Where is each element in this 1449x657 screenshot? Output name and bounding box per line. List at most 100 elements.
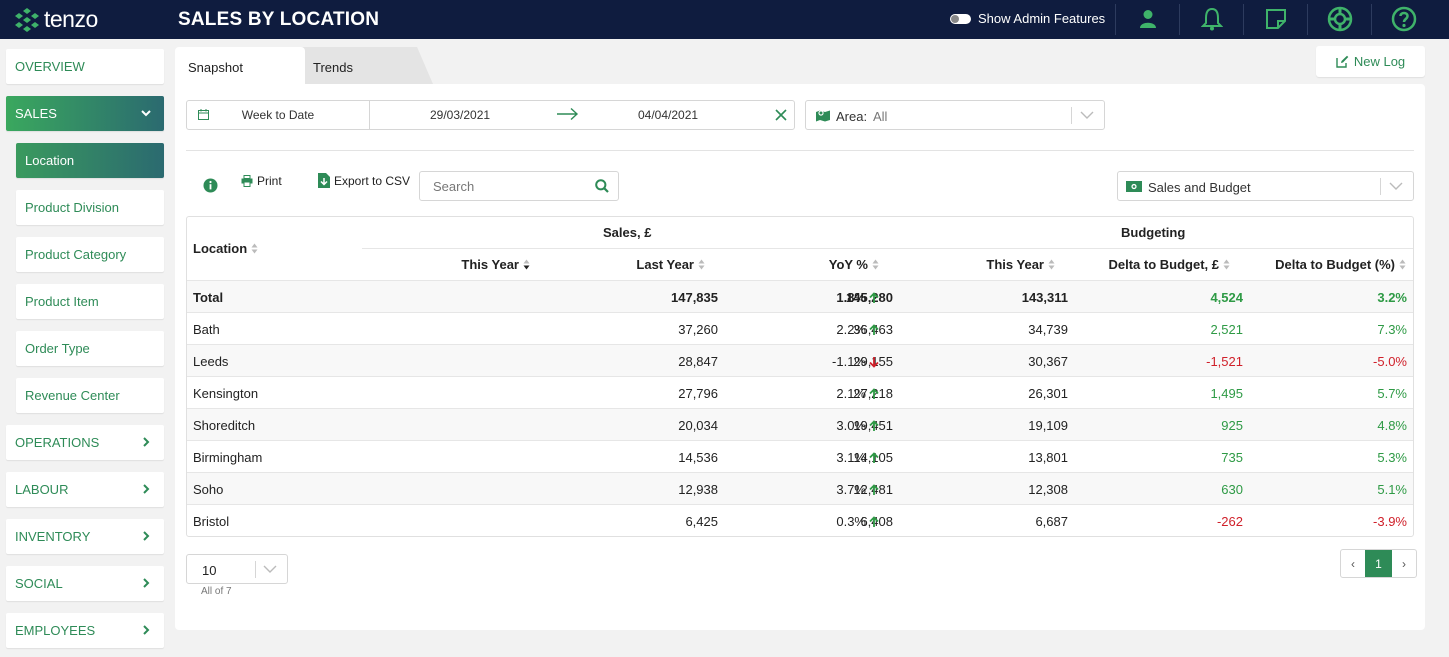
print-label: Print [257, 174, 282, 188]
sidebar-subitem-product-category[interactable]: Product Category [16, 237, 164, 272]
sidebar-subitem-product-item[interactable]: Product Item [16, 284, 164, 319]
arrow-up-icon [869, 451, 879, 463]
new-log-button[interactable]: New Log [1316, 46, 1425, 77]
column-header-delta-budget-pct[interactable]: Delta to Budget (%) [1275, 257, 1406, 272]
top-bar: tenzo SALES BY LOCATION Show Admin Featu… [0, 0, 1449, 39]
tab-snapshot[interactable]: Snapshot [175, 47, 305, 84]
table-row[interactable]: Soho 12,938 12,481 12,308 630 5.1% 3.7% [187, 472, 1413, 504]
table-row[interactable]: Birmingham 14,536 14,105 13,801 735 5.3% 3.1% [187, 440, 1413, 472]
sidebar-item-label: OVERVIEW [15, 59, 85, 74]
table-row[interactable]: Leeds 28,847 29,155 30,367 -1,521 -5.0% -1.1% [187, 344, 1413, 376]
sidebar-item-overview[interactable]: OVERVIEW [6, 49, 164, 84]
help-icon[interactable] [1389, 4, 1419, 34]
cell-location: Bath [193, 322, 220, 337]
cell-location: Bristol [193, 514, 230, 529]
tab-trends[interactable]: Trends [300, 47, 433, 84]
cell-yoy: 1.8% [836, 290, 879, 305]
view-select[interactable]: Sales and Budget [1117, 171, 1414, 201]
cell-this-year: 147,835 [671, 290, 718, 305]
prev-page-button[interactable]: ‹ [1351, 556, 1355, 571]
date-range-picker[interactable]: Week to Date 29/03/2021 04/04/2021 [186, 100, 795, 130]
table-row[interactable]: Bath 37,260 36,463 34,739 2,521 7.3% 2.2% [187, 312, 1413, 344]
info-icon[interactable] [203, 178, 218, 193]
cell-last-year: 6,408 [860, 514, 893, 529]
date-preset-select[interactable]: Week to Date [187, 101, 370, 129]
cell-location: Total [193, 290, 224, 305]
page-size-select[interactable]: 10 [186, 554, 288, 584]
sidebar-item-labour[interactable]: LABOUR [6, 472, 164, 507]
arrow-up-icon [869, 419, 879, 431]
search-input[interactable] [433, 179, 583, 194]
sales-table: Location Sales, £ Budgeting This Year La… [186, 216, 1414, 537]
chevron-right-icon [143, 484, 150, 494]
arrow-down-icon [869, 356, 879, 368]
pagination: ‹ 1 › [1340, 549, 1417, 578]
cell-location: Kensington [193, 386, 259, 401]
column-header-last-year[interactable]: Last Year [636, 257, 705, 272]
logo[interactable]: tenzo [14, 6, 98, 33]
next-page-button[interactable]: › [1402, 556, 1406, 571]
toggle-switch[interactable] [950, 13, 971, 24]
sidebar-item-employees[interactable]: EMPLOYEES [6, 613, 164, 648]
view-select-label: Sales and Budget [1148, 180, 1251, 195]
sidebar-item-label: Revenue Center [25, 388, 120, 403]
sidebar-subitem-revenue-center[interactable]: Revenue Center [16, 378, 164, 413]
cell-location: Shoreditch [193, 418, 256, 433]
sort-icon [1399, 259, 1406, 270]
sidebar-item-sales[interactable]: SALES [6, 96, 164, 131]
bell-icon[interactable] [1197, 4, 1227, 34]
sidebar-item-social[interactable]: SOCIAL [6, 566, 164, 601]
cell-yoy: 3.7% [836, 482, 879, 497]
sidebar-subitem-order-type[interactable]: Order Type [16, 331, 164, 366]
cell-budget-this-year: 6,687 [1035, 514, 1068, 529]
support-icon[interactable] [1325, 4, 1355, 34]
table-row[interactable]: Shoreditch 20,034 19,451 19,109 925 4.8% 3.0% [187, 408, 1413, 440]
cell-yoy-value: 3.0% [836, 418, 866, 433]
chevron-down-icon [263, 565, 277, 573]
search-icon[interactable] [595, 179, 609, 193]
arrow-right-icon [557, 107, 579, 121]
area-select[interactable]: Area: All [805, 100, 1105, 130]
sidebar-subitem-location[interactable]: Location [16, 143, 164, 178]
cell-last-year: 145,280 [846, 290, 893, 305]
note-icon[interactable] [1261, 4, 1291, 34]
page-size-value: 10 [202, 563, 217, 578]
tab-label: Trends [313, 60, 353, 75]
arrow-up-icon [869, 323, 879, 335]
search-box[interactable] [419, 171, 619, 201]
user-icon[interactable] [1133, 4, 1163, 34]
cell-budget-this-year: 13,801 [1028, 450, 1068, 465]
close-icon[interactable] [775, 109, 787, 121]
column-header-label: Delta to Budget (%) [1275, 257, 1395, 272]
cell-this-year: 28,847 [678, 354, 718, 369]
column-header-label: This Year [986, 257, 1044, 272]
sidebar-subitem-product-division[interactable]: Product Division [16, 190, 164, 225]
sidebar-item-label: SOCIAL [15, 576, 63, 591]
table-row[interactable]: Bristol 6,425 6,408 6,687 -262 -3.9% 0.3% [187, 504, 1413, 536]
column-header-budget-this-year[interactable]: This Year [986, 257, 1055, 272]
chevron-right-icon [143, 625, 150, 635]
cell-delta-budget-pct: -3.9% [1373, 514, 1407, 529]
print-button[interactable]: Print [241, 174, 282, 188]
chevron-down-icon [1389, 182, 1403, 190]
new-log-label: New Log [1353, 54, 1406, 69]
cell-this-year: 20,034 [678, 418, 718, 433]
column-header-this-year[interactable]: This Year [461, 257, 530, 272]
arrow-up-icon [869, 515, 879, 527]
column-header-delta-budget[interactable]: Delta to Budget, £ [1108, 257, 1230, 272]
sidebar-item-operations[interactable]: OPERATIONS [6, 425, 164, 460]
cell-this-year: 27,796 [678, 386, 718, 401]
admin-features-toggle[interactable]: Show Admin Features [950, 11, 1105, 26]
table-row[interactable]: Kensington 27,796 27,218 26,301 1,495 5.7% 2.1… [187, 376, 1413, 408]
cell-yoy: 0.3% [836, 514, 879, 529]
date-from[interactable]: 29/03/2021 [430, 108, 491, 122]
column-header-yoy[interactable]: YoY % [829, 257, 879, 272]
export-csv-button[interactable]: Export to CSV [318, 173, 410, 188]
date-to[interactable]: 04/04/2021 [638, 108, 699, 122]
cell-delta-budget: -1,521 [1206, 354, 1243, 369]
table-total-row[interactable]: Total 147,835 145,280 143,311 4,524 3.2% 1.8% [187, 280, 1413, 312]
column-header-location[interactable]: Location [193, 241, 258, 256]
area-value: All [873, 109, 888, 124]
sidebar-item-inventory[interactable]: INVENTORY [6, 519, 164, 554]
page-button-current[interactable]: 1 [1365, 550, 1392, 577]
